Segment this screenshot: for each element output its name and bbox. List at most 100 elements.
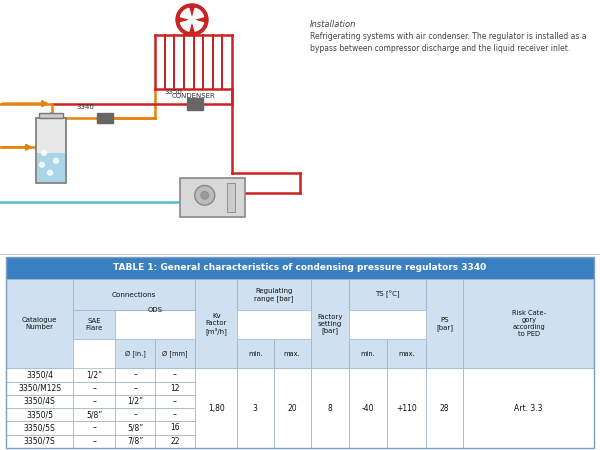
Bar [387,339,426,369]
Bar [155,435,196,448]
Text: +110: +110 [396,404,417,413]
Bar [274,369,311,382]
Bar [426,279,463,369]
Bar [227,183,235,212]
Text: 22: 22 [170,436,180,446]
Text: Ø [mm]: Ø [mm] [162,350,188,357]
Bar [196,382,237,395]
Bar [311,369,349,382]
Text: 7/8”: 7/8” [127,436,143,446]
Bar [115,408,155,421]
Bar [387,408,426,421]
Text: –: – [133,370,137,379]
Text: Installation: Installation [310,20,356,29]
Bar [155,339,196,369]
Text: 1,80: 1,80 [208,404,224,413]
Bar [36,118,66,183]
Bar [196,408,237,421]
Bar [237,369,274,448]
Bar [73,279,196,310]
Bar [349,369,387,448]
Bar [463,382,594,395]
Bar [426,369,463,448]
Text: –: – [92,436,96,446]
Text: 3350/5: 3350/5 [26,410,53,419]
Bar [426,408,463,421]
Circle shape [176,4,208,36]
Circle shape [41,150,47,155]
Text: 28: 28 [440,404,449,413]
Bar [6,382,73,395]
Bar [6,435,73,448]
Text: TABLE 1: General characteristics of condensing pressure regulators 3340: TABLE 1: General characteristics of cond… [113,264,487,273]
Text: min.: min. [248,351,263,356]
Bar [387,421,426,435]
Circle shape [53,158,59,163]
Bar [387,395,426,408]
Bar [463,279,594,369]
Bar [73,310,115,339]
Text: 3350/5S: 3350/5S [23,423,55,432]
Bar [115,435,155,448]
Bar [349,279,426,310]
Bar [237,408,274,421]
Text: –: – [92,423,96,432]
Bar [237,369,274,382]
Wedge shape [181,8,192,20]
Text: 16: 16 [170,423,180,432]
Bar [311,408,349,421]
Circle shape [200,191,209,199]
Bar [6,408,73,421]
Bar [155,395,196,408]
Bar [73,408,115,421]
Bar [180,178,245,217]
Bar [115,382,155,395]
Text: –: – [173,410,177,419]
Bar [274,395,311,408]
Text: –: – [92,384,96,393]
Bar [387,369,426,382]
Text: TS [°C]: TS [°C] [375,291,400,298]
Bar [463,395,594,408]
Bar [115,421,155,435]
Text: 1/2”: 1/2” [127,397,143,406]
Bar [463,369,594,448]
Text: 3340: 3340 [76,104,94,111]
Bar [115,369,155,382]
Text: –: – [92,397,96,406]
Text: 1/2”: 1/2” [86,370,102,379]
Bar [155,369,196,382]
Text: –: – [173,370,177,379]
Text: 3350/4: 3350/4 [26,370,53,379]
Bar [196,395,237,408]
Text: -40: -40 [362,404,374,413]
Bar [237,435,274,448]
Bar [274,339,311,369]
Bar [349,421,387,435]
Bar [73,382,115,395]
Circle shape [40,162,44,167]
Text: 5/8”: 5/8” [127,423,143,432]
Text: 3350/M12S: 3350/M12S [18,384,61,393]
Bar [426,382,463,395]
Text: Factory
setting
[bar]: Factory setting [bar] [317,314,343,334]
Bar [274,421,311,435]
Bar [6,395,73,408]
Bar [237,382,274,395]
Bar [349,435,387,448]
Text: Catalogue
Number: Catalogue Number [22,317,57,330]
Bar [463,369,594,382]
Bar [426,421,463,435]
Bar [6,369,73,382]
Bar [196,369,237,448]
Text: Ø [in.]: Ø [in.] [125,350,146,357]
Bar [196,369,237,382]
Bar [237,395,274,408]
Bar [196,435,237,448]
Text: –: – [133,410,137,419]
Bar [349,369,387,382]
Bar [274,408,311,421]
Text: Connections: Connections [112,292,157,298]
Bar [426,369,463,382]
Text: –: – [133,384,137,393]
